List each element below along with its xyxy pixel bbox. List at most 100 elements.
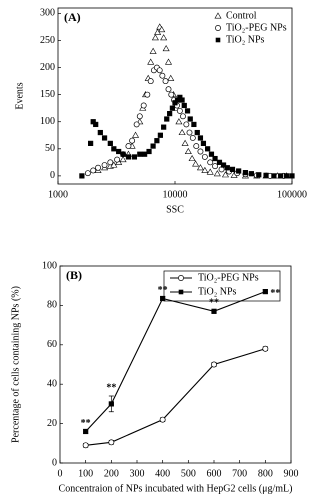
data-point	[162, 78, 169, 85]
legend-label: Control	[226, 10, 257, 21]
annotation: **	[270, 288, 280, 299]
data-point	[194, 129, 200, 136]
data-point	[144, 91, 151, 98]
data-point	[160, 34, 168, 41]
y-tick-label: 100	[42, 260, 57, 271]
x-tick-label: 10000	[163, 189, 188, 200]
data-point	[167, 74, 175, 81]
data-point	[159, 72, 166, 79]
annotation: **	[81, 418, 91, 429]
x-tick-label: 100000	[277, 189, 307, 200]
data-point	[207, 159, 214, 166]
data-point	[147, 58, 155, 65]
data-point	[146, 148, 152, 155]
data-point	[132, 131, 140, 138]
data-point	[82, 442, 89, 449]
data-point	[242, 170, 249, 176]
data-point	[160, 295, 166, 302]
legend-label: TiO₂-PEG NPs	[226, 22, 287, 33]
data-point	[142, 151, 148, 157]
data-point	[221, 171, 229, 178]
data-point	[156, 67, 163, 74]
data-point	[197, 135, 204, 141]
legend-marker	[178, 275, 184, 281]
x-tick-label: 0	[58, 468, 63, 479]
legend-marker	[178, 289, 184, 295]
data-point	[149, 47, 157, 54]
data-point	[289, 173, 295, 179]
data-point	[151, 34, 159, 41]
data-point	[256, 172, 262, 178]
y-tick-label: 150	[40, 89, 55, 100]
data-point	[278, 173, 284, 179]
data-point	[181, 102, 187, 109]
x-tick-label: 100	[78, 468, 93, 479]
legend-marker	[215, 25, 221, 31]
data-point	[200, 140, 207, 146]
data-point	[137, 151, 143, 157]
y-tick-label: 0	[52, 457, 57, 468]
data-point	[116, 148, 122, 155]
data-point	[97, 129, 103, 136]
data-point	[193, 143, 200, 150]
annotation: **	[106, 382, 116, 393]
data-point	[180, 113, 186, 120]
y-tick-label: 80	[47, 300, 57, 311]
data-point	[206, 168, 214, 175]
data-point	[107, 159, 114, 166]
data-point	[131, 154, 138, 160]
data-point	[192, 160, 200, 167]
data-point	[229, 166, 236, 172]
data-point	[165, 86, 172, 93]
data-point	[158, 26, 166, 33]
x-tick-label: 200	[104, 468, 119, 479]
data-point	[147, 78, 154, 85]
y-tick-label: 20	[47, 418, 57, 429]
data-point	[108, 439, 115, 446]
data-point	[101, 135, 108, 141]
data-point	[262, 289, 268, 295]
data-point	[183, 121, 190, 128]
annotation: **	[158, 285, 168, 296]
data-point	[181, 139, 189, 146]
data-point	[159, 416, 166, 423]
data-point	[111, 146, 117, 152]
x-axis-label: Concentraion of NPs incubated with HepG2…	[59, 483, 293, 494]
x-tick-label: 900	[284, 468, 299, 479]
x-tick-label: 500	[181, 468, 196, 479]
panel-label: (B)	[66, 268, 82, 282]
y-tick-label: 250	[40, 35, 55, 46]
y-tick-label: 100	[40, 116, 55, 127]
y-tick-label: 40	[47, 378, 57, 389]
data-point	[184, 108, 191, 114]
data-point	[212, 155, 218, 162]
data-point	[191, 121, 197, 128]
data-point	[161, 124, 167, 130]
data-point	[168, 91, 175, 98]
x-tick-label: 1000	[48, 189, 68, 200]
panel-label: (A)	[64, 10, 81, 24]
y-tick-label: 200	[40, 62, 55, 73]
data-point	[271, 173, 277, 179]
data-point	[263, 172, 269, 178]
data-point	[150, 143, 156, 149]
y-axis-label: Percentage of cells containing NPs (%)	[10, 286, 21, 443]
data-point	[107, 140, 113, 146]
series-line	[85, 348, 266, 446]
y-tick-label: 300	[40, 8, 55, 19]
data-point	[88, 140, 94, 146]
data-point	[133, 121, 140, 128]
data-point	[140, 102, 147, 109]
data-point	[284, 173, 290, 179]
data-point	[167, 111, 173, 117]
data-point	[154, 138, 160, 144]
data-point	[125, 143, 132, 150]
data-point	[108, 401, 114, 407]
data-point	[176, 107, 183, 114]
data-point	[179, 97, 185, 103]
data-point	[93, 121, 99, 128]
data-point	[186, 129, 193, 136]
data-point	[90, 167, 97, 174]
data-point	[220, 162, 227, 168]
